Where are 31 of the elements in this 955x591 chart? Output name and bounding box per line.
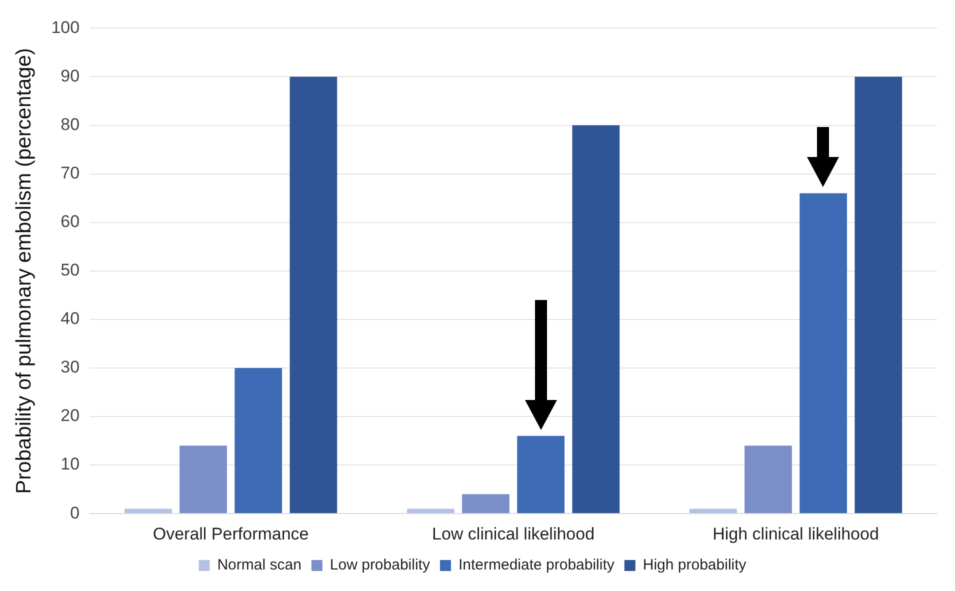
bar (234, 368, 282, 514)
y-tick-label: 30 (60, 358, 80, 377)
bar (689, 508, 737, 514)
bar (406, 508, 454, 514)
y-tick-label: 40 (60, 309, 80, 328)
y-tick-label: 50 (60, 260, 80, 280)
bar (572, 125, 620, 514)
bar (744, 446, 792, 514)
y-tick-label: 90 (60, 66, 80, 86)
y-tick-label: 70 (60, 164, 80, 183)
legend-label: Low probability (330, 556, 430, 574)
legend-label: Normal scan (217, 556, 302, 574)
bar (180, 446, 227, 514)
bar (124, 508, 172, 514)
y-tick-label: 100 (51, 18, 80, 37)
x-tick-label: High clinical likelihood (712, 524, 879, 544)
x-tick-label: Overall Performance (152, 524, 309, 544)
bar (800, 193, 847, 514)
legend-label: Intermediate probability (458, 556, 615, 574)
y-tick-label: 0 (70, 503, 80, 522)
y-tick-label: 20 (60, 406, 80, 426)
x-tick-label: Low clinical likelihood (432, 524, 595, 544)
legend-label: High probability (642, 556, 747, 574)
y-axis-title: Probability of pulmonary embolism (percentage) (12, 48, 36, 494)
y-tick-label: 10 (60, 454, 80, 474)
bar (462, 494, 510, 514)
y-tick-label: 80 (60, 114, 80, 134)
bar (517, 436, 565, 514)
bar (854, 76, 902, 514)
y-tick-label: 60 (60, 212, 80, 232)
bar (290, 76, 338, 514)
